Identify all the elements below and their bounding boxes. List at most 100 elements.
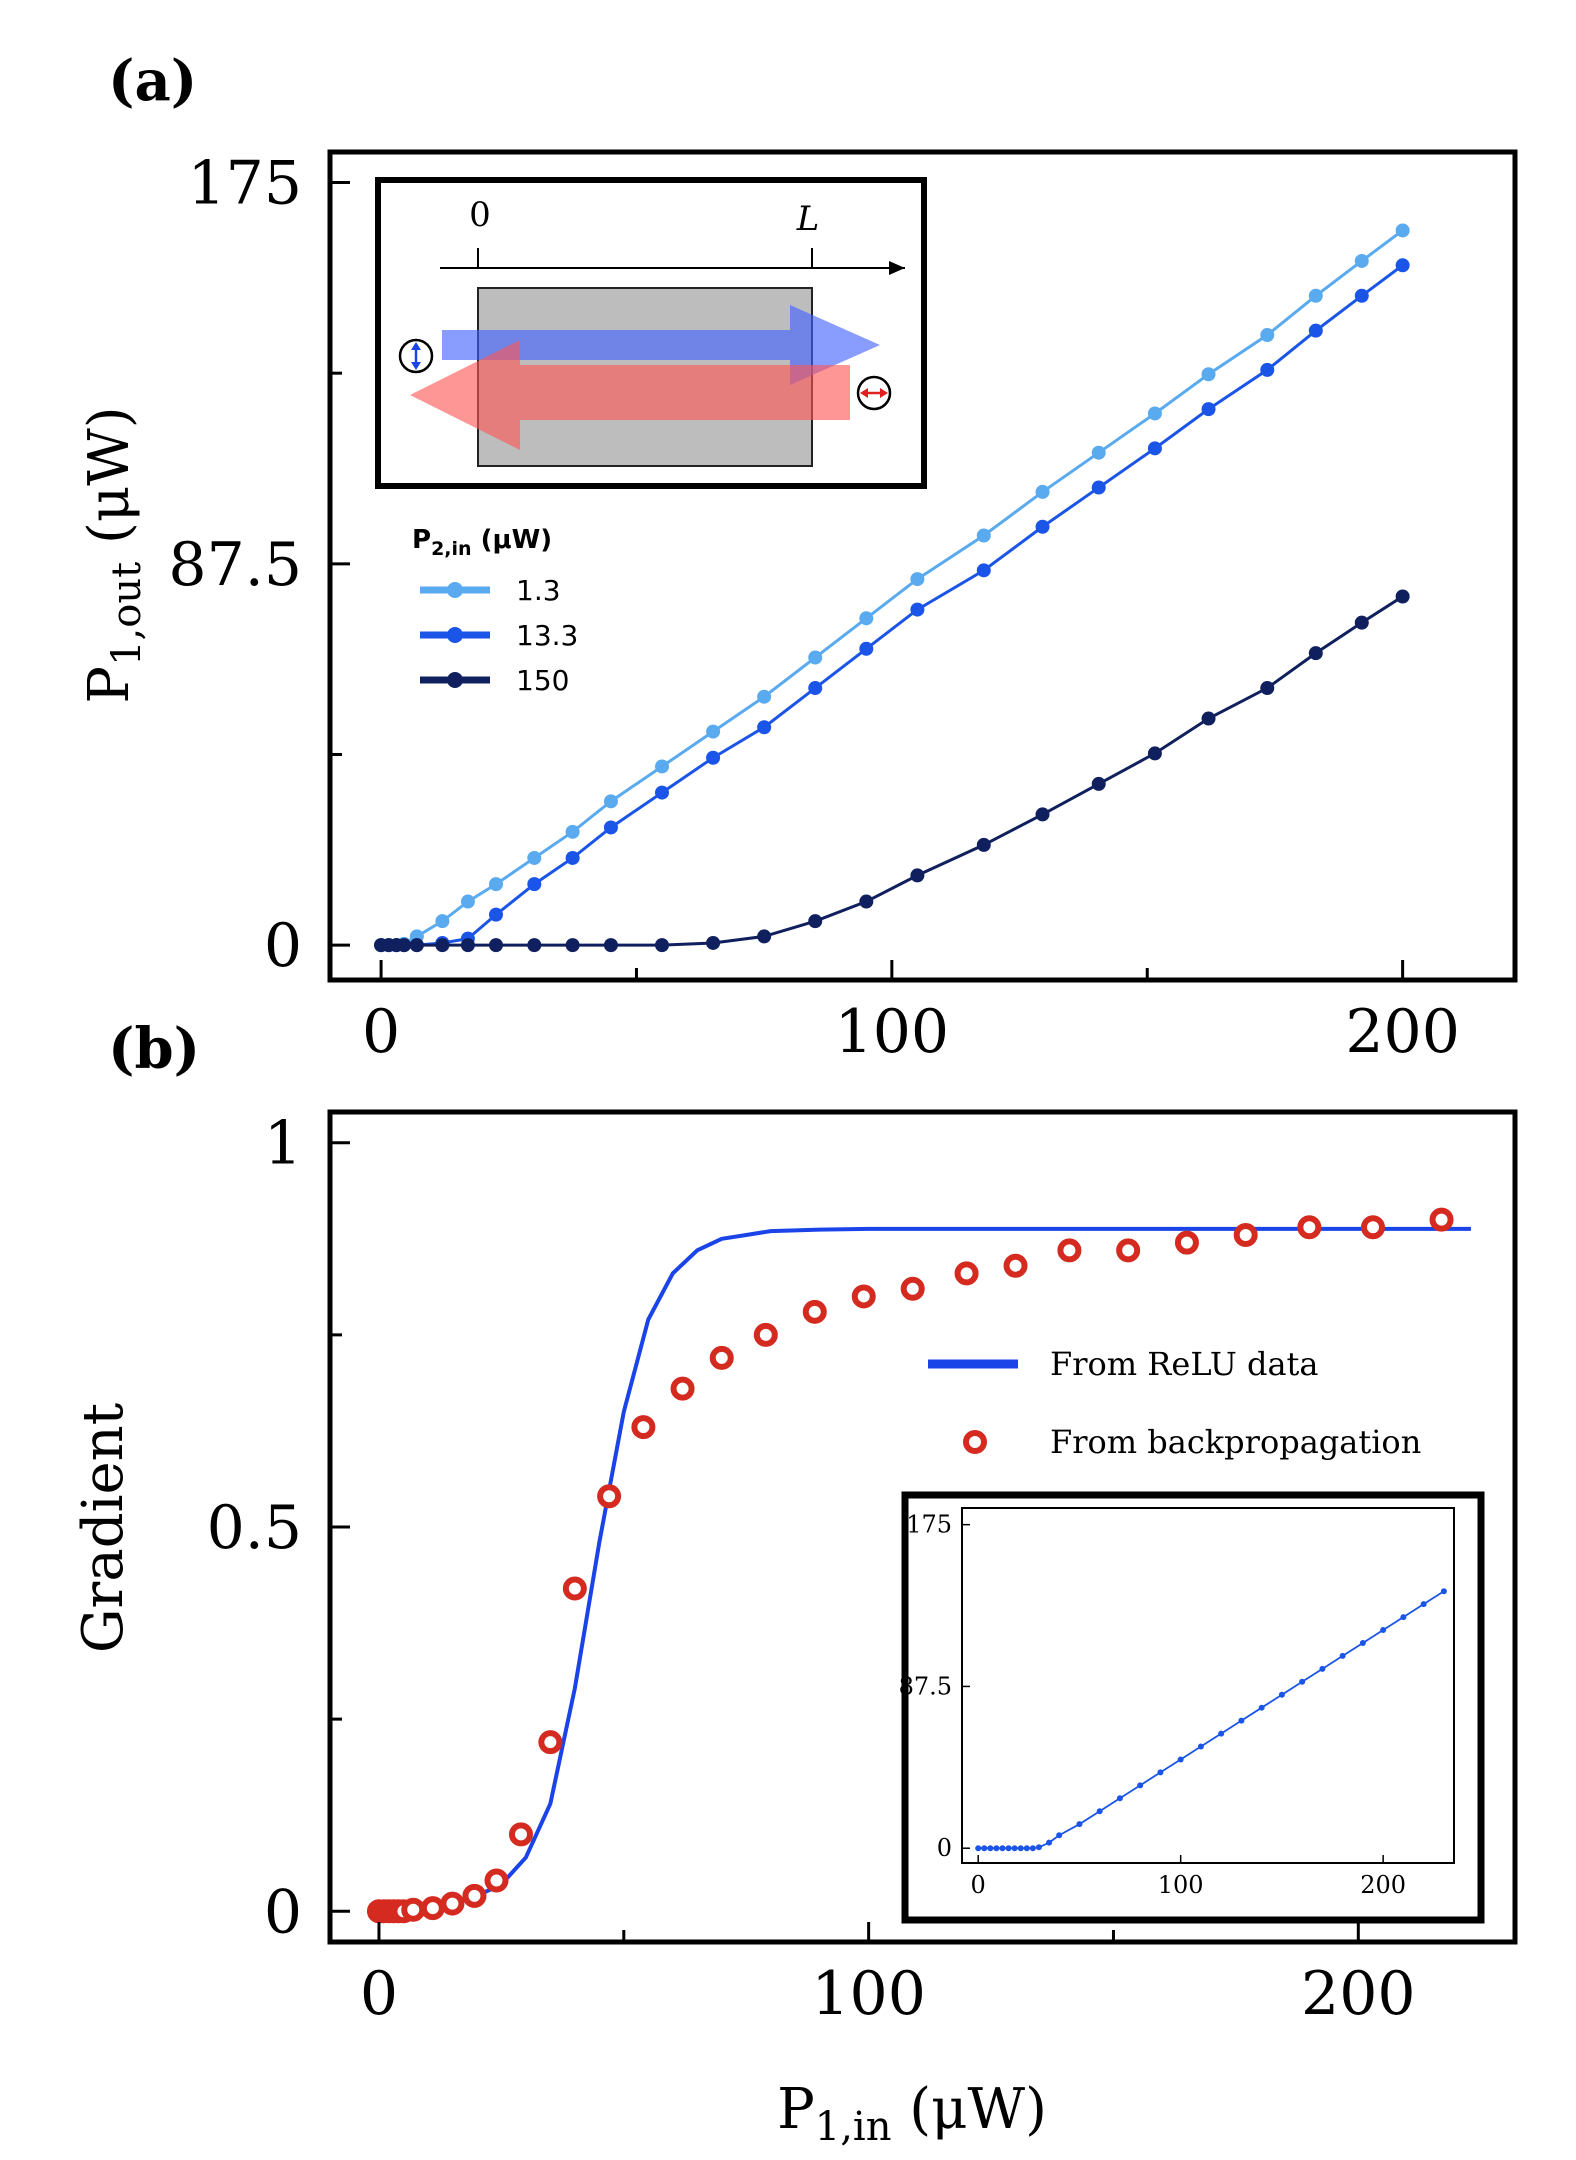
- panel-b-legend: From ReLU data From backpropagation: [928, 1345, 1421, 1461]
- data-point-150: [706, 935, 721, 950]
- inset-data-point: [1076, 1821, 1083, 1828]
- waveguide-schematic: 0 L: [375, 177, 927, 489]
- data-point-150: [1035, 807, 1050, 822]
- inset-data-point: [1319, 1665, 1326, 1672]
- inset-data-point: [1017, 1845, 1024, 1852]
- backprop-data-point: [597, 1484, 622, 1509]
- inset-data-point: [1005, 1845, 1012, 1852]
- data-point-150: [757, 929, 772, 944]
- x-tick-label: 100: [835, 997, 950, 1067]
- backprop-data-point: [900, 1276, 925, 1301]
- backprop-data-point: [802, 1299, 827, 1324]
- position-axis-arrowhead: [889, 261, 905, 275]
- vertical-polarization-arrow-up: [411, 342, 421, 350]
- x-tick-label: 0: [362, 997, 400, 1067]
- panel-a-label: (a): [108, 48, 197, 114]
- data-point-13.3: [976, 563, 991, 578]
- data-point-1.3: [1091, 445, 1106, 460]
- data-point-1.3: [460, 894, 475, 909]
- backprop-data-point: [1003, 1253, 1028, 1278]
- legend-marker-150: [447, 672, 463, 688]
- inset-data-point: [1400, 1614, 1407, 1621]
- data-point-1.3: [1147, 406, 1162, 421]
- legend-backprop-marker: [963, 1430, 987, 1454]
- inset-data-point: [1035, 1844, 1042, 1851]
- inset-y-tick-label: 87.5: [899, 1672, 952, 1700]
- data-point-150: [1308, 646, 1323, 661]
- data-point-1.3: [1395, 223, 1410, 238]
- backprop-data-point: [1174, 1230, 1199, 1255]
- y-tick-label: 0: [264, 911, 302, 981]
- data-point-150: [397, 938, 412, 953]
- backprop-data-point: [1116, 1238, 1141, 1263]
- legend-marker-1.3: [447, 582, 463, 598]
- y-tick-label: 0: [264, 1877, 302, 1947]
- panel-a-ylabel: P1,out (μW): [77, 406, 150, 703]
- inset-data-point: [999, 1845, 1006, 1852]
- data-point-150: [603, 938, 618, 953]
- inset-y-tick-label: 175: [906, 1511, 952, 1539]
- legend-title: P2,in (μW): [412, 525, 552, 560]
- data-point-13.3: [1308, 323, 1323, 338]
- forward-beam-arrow: [442, 305, 880, 385]
- data-point-1.3: [655, 759, 670, 774]
- data-point-150: [1354, 615, 1369, 630]
- data-point-13.3: [603, 820, 618, 835]
- inset-data-point: [987, 1845, 994, 1852]
- data-point-150: [435, 938, 450, 953]
- data-point-13.3: [757, 720, 772, 735]
- data-point-150: [1260, 681, 1275, 696]
- data-point-13.3: [910, 602, 925, 617]
- inset-data-point: [1157, 1769, 1164, 1776]
- inset-data-point: [1440, 1588, 1447, 1595]
- data-point-1.3: [910, 572, 925, 587]
- data-point-1.3: [706, 724, 721, 739]
- backprop-data-point: [709, 1345, 734, 1370]
- inset-data-point: [1197, 1743, 1204, 1750]
- x-tick-label: 200: [1345, 997, 1460, 1067]
- horizontal-polarization-arrow-left: [860, 388, 868, 398]
- data-point-1.3: [1260, 328, 1275, 343]
- data-point-1.3: [976, 528, 991, 543]
- y-tick-label: 175: [187, 149, 302, 219]
- vertical-polarization-arrow-down: [411, 362, 421, 370]
- data-point-150: [489, 938, 504, 953]
- data-point-13.3: [1147, 441, 1162, 456]
- panel-b-inset-chart: 0 100 200 0 87.5 175: [899, 1491, 1485, 1924]
- inset-x-tick-label: 200: [1360, 1871, 1406, 1899]
- data-point-1.3: [489, 877, 504, 892]
- data-point-13.3: [706, 750, 721, 765]
- backprop-data-point: [484, 1868, 509, 1893]
- backprop-data-point: [631, 1415, 656, 1440]
- y-tick-label: 1: [264, 1109, 302, 1179]
- inset-outer-frame: [901, 1491, 1485, 1924]
- data-point-1.3: [808, 650, 823, 665]
- inset-data-point: [1339, 1652, 1346, 1659]
- data-point-150: [1091, 776, 1106, 791]
- data-point-13.3: [1201, 402, 1216, 417]
- data-point-1.3: [435, 914, 450, 929]
- data-point-13.3: [1260, 362, 1275, 377]
- backprop-data-point: [401, 1897, 426, 1922]
- data-point-150: [808, 914, 823, 929]
- axis-label-L: L: [796, 199, 820, 239]
- inset-data-point: [1046, 1839, 1053, 1846]
- data-point-13.3: [1091, 480, 1106, 495]
- panel-b-label: (b): [108, 1016, 200, 1082]
- backprop-data-point: [462, 1883, 487, 1908]
- data-point-13.3: [859, 641, 874, 656]
- horizontal-polarization-arrow-right: [880, 388, 888, 398]
- data-point-150: [976, 837, 991, 852]
- legend-label-1.3: 1.3: [516, 574, 561, 607]
- legend-label-13.3: 13.3: [516, 619, 578, 652]
- inset-data-point: [1238, 1717, 1245, 1724]
- y-tick-label: 87.5: [168, 530, 302, 600]
- backprop-data-point: [670, 1376, 695, 1401]
- backprop-data-point: [851, 1284, 876, 1309]
- legend-label-150: 150: [516, 664, 569, 697]
- inset-data-point: [981, 1845, 988, 1852]
- data-point-13.3: [808, 681, 823, 696]
- inset-data-point: [1137, 1782, 1144, 1789]
- data-point-150: [565, 938, 580, 953]
